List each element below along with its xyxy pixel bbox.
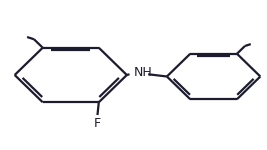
Text: NH: NH — [134, 66, 152, 79]
Text: F: F — [94, 117, 101, 130]
